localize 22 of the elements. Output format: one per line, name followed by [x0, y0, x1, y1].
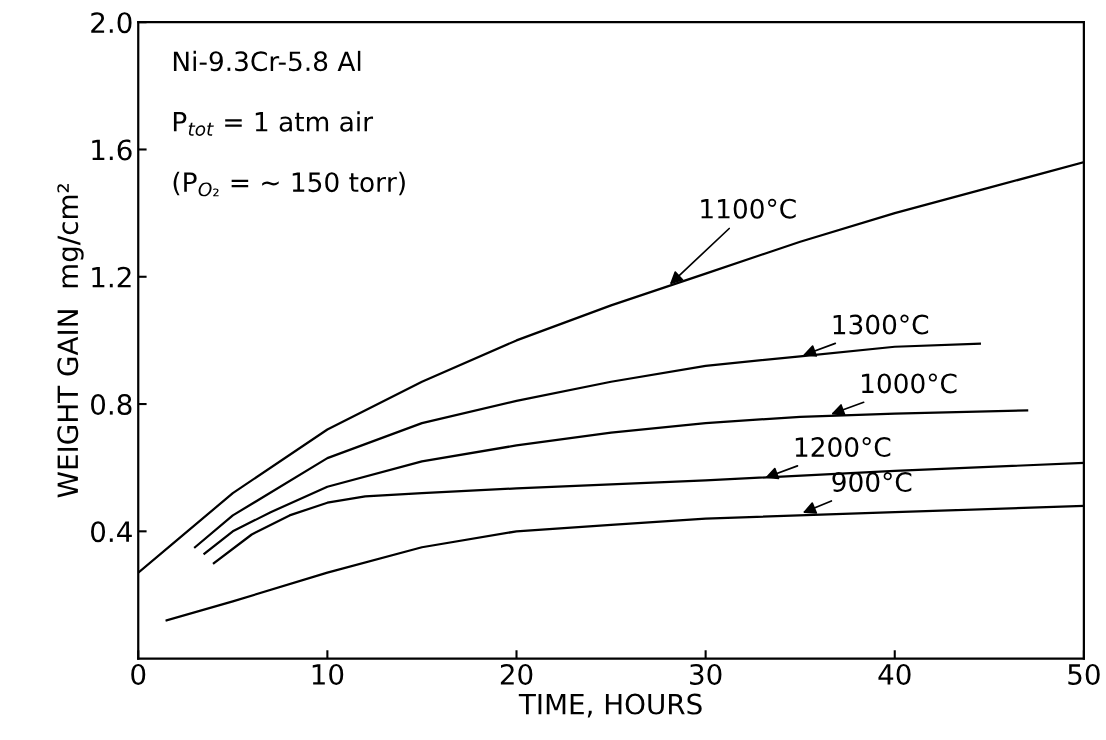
x-axis-title: TIME, HOURS	[518, 693, 702, 718]
annotation: 1300°C	[833, 314, 929, 335]
x-tick-label: 50	[1068, 663, 1100, 685]
x-tick-label: 10	[312, 663, 344, 685]
annotation: 1100°C	[701, 198, 796, 219]
annotation: P$_{tot}$ = 1 atm air	[173, 111, 374, 136]
y-tick-label: 0.4	[91, 521, 132, 543]
annotation: (P$_{O₂}$ = ∼ 150 torr)	[173, 171, 405, 197]
annotation: Ni-9.3Cr-5.8 Al	[173, 50, 361, 72]
y-axis-title: WEIGHT GAIN mg/cm²	[57, 184, 84, 498]
annotation: 1200°C	[795, 437, 891, 458]
x-tick-label: 0	[131, 663, 146, 685]
line-series	[193, 342, 981, 549]
x-tick-label: 40	[878, 663, 911, 685]
y-tick-label: 2.0	[91, 12, 132, 34]
annotation: 1000°C	[862, 373, 957, 394]
y-tick-label: 1.6	[92, 139, 132, 161]
x-tick-label: 20	[500, 663, 533, 685]
x-tick-label: 30	[690, 663, 722, 685]
y-tick-label: 0.8	[91, 393, 132, 415]
annotation: 900°C	[832, 472, 912, 493]
y-tick-label: 1.2	[92, 266, 131, 288]
